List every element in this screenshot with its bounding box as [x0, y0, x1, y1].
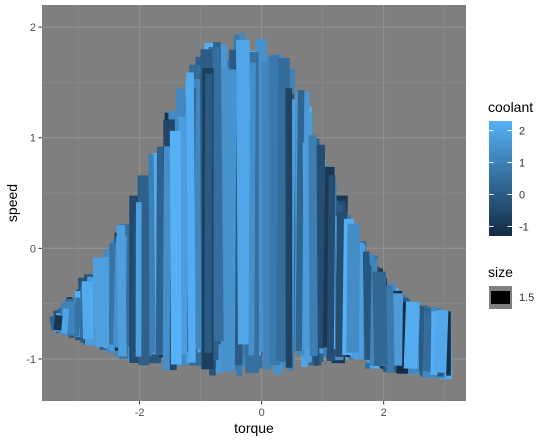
- path-segment: [422, 313, 433, 372]
- path-segment: [53, 315, 63, 331]
- y-axis-title: speed: [4, 184, 20, 222]
- path-segment: [155, 146, 167, 356]
- legend-size-label: 1.5: [519, 292, 534, 304]
- path-segment: [372, 271, 388, 366]
- y-tick-label: 0: [30, 243, 36, 255]
- path-segment: [385, 287, 395, 373]
- path-segment: [396, 301, 409, 374]
- path-segment: [362, 251, 372, 360]
- legend-size-title: size: [488, 264, 513, 280]
- legend-coolant-title: coolant: [488, 99, 533, 115]
- path-segment: [204, 73, 213, 353]
- path-segment: [335, 211, 348, 357]
- path-segment: [276, 57, 290, 361]
- path-segment: [92, 257, 110, 348]
- legend-size-key-mark: [491, 291, 510, 304]
- path-segment: [315, 144, 326, 349]
- y-axis-ticks: -1 0 1 2: [26, 22, 42, 366]
- x-tick-label: 2: [381, 407, 387, 419]
- path-segment: [176, 116, 190, 355]
- data-marks: [49, 32, 453, 380]
- y-tick-label: -1: [26, 354, 36, 366]
- path-segment: [227, 69, 237, 371]
- path-segment: [308, 135, 318, 357]
- legend-colorbar: [489, 121, 512, 236]
- path-segment: [391, 293, 404, 366]
- path-segment: [236, 39, 252, 345]
- path-segment: [346, 223, 361, 353]
- colorbar-label: 2: [519, 126, 525, 138]
- x-tick-label: 0: [259, 407, 265, 419]
- path-segment: [72, 297, 83, 337]
- colorbar-label: -1: [519, 221, 529, 233]
- path-segment: [116, 224, 127, 357]
- legend-coolant: coolant 2 1 0 -1: [488, 99, 533, 236]
- legend-colorbar-ticks: 2 1 0 -1: [489, 126, 529, 233]
- colorbar-label: 0: [519, 189, 525, 201]
- path-segment: [261, 62, 272, 370]
- path-segment: [268, 55, 280, 366]
- path-segment: [433, 309, 448, 373]
- colorbar-label: 1: [519, 158, 525, 170]
- path-segment: [295, 90, 305, 352]
- path-segment: [169, 130, 182, 365]
- path-segment: [253, 38, 267, 352]
- path-segment: [81, 280, 96, 339]
- path-segment: [162, 146, 172, 371]
- path-segment: [403, 301, 420, 369]
- y-tick-label: 1: [30, 133, 36, 145]
- path-segment: [137, 175, 150, 366]
- path-segment: [217, 67, 234, 372]
- y-tick-label: 2: [30, 22, 36, 34]
- path-segment: [61, 308, 70, 334]
- path-segment: [148, 154, 156, 354]
- legend-size: size 1.5: [488, 264, 534, 309]
- x-axis-title: torque: [234, 420, 274, 436]
- x-axis-ticks: -2 0 2: [135, 401, 387, 419]
- path-segment: [248, 62, 256, 356]
- path-segment: [208, 46, 224, 342]
- path-segment: [186, 72, 196, 363]
- x-tick-label: -2: [135, 407, 145, 419]
- path-segment: [327, 175, 336, 353]
